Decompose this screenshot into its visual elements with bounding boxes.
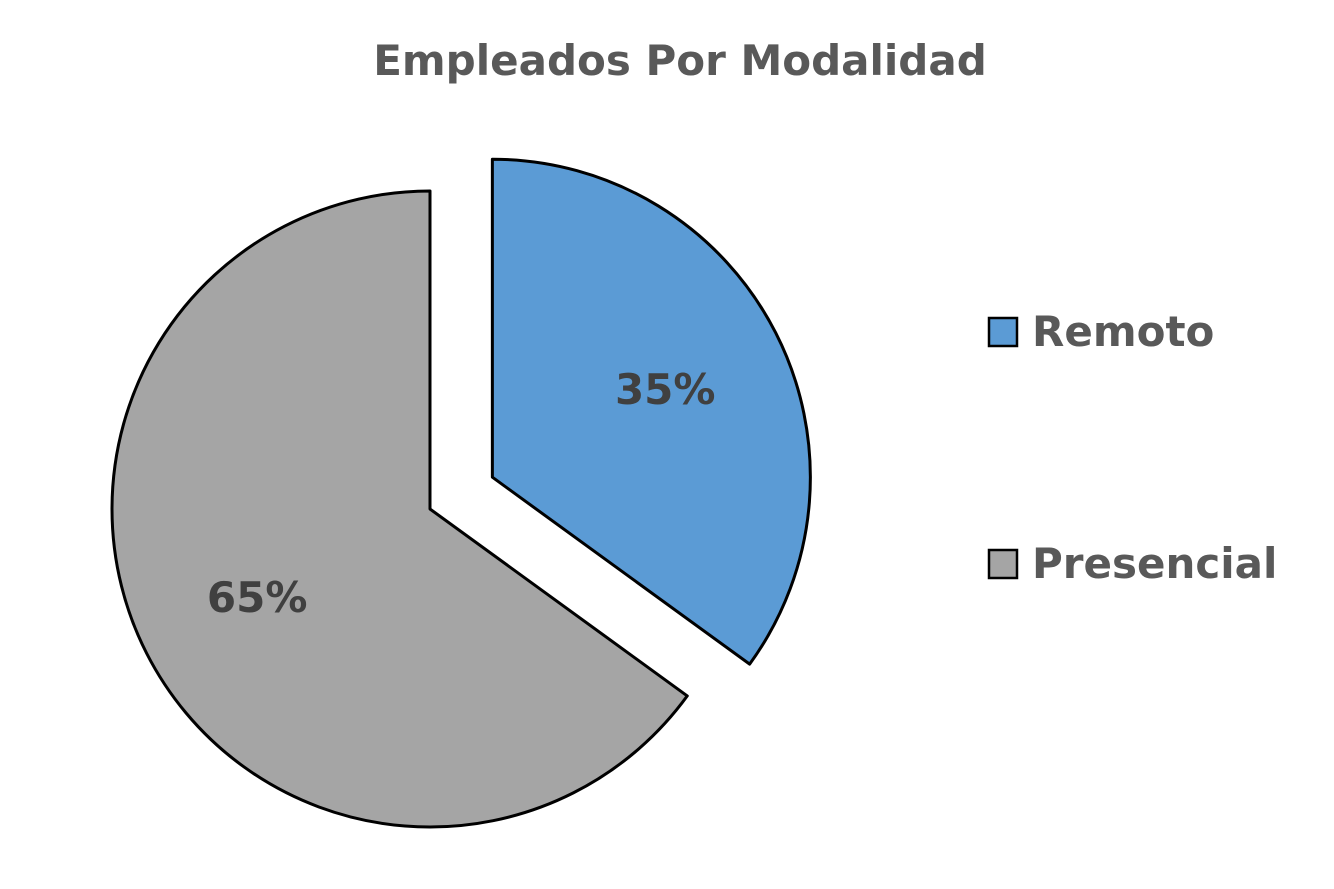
legend-swatch-remoto xyxy=(987,316,1019,348)
pie-slices xyxy=(110,157,812,829)
legend-label-remoto: Remoto xyxy=(1032,307,1214,356)
legend: Remoto Presencial xyxy=(987,307,1277,588)
pie-slice-presencial xyxy=(110,189,689,829)
chart-title: Empleados Por Modalidad xyxy=(373,36,987,85)
pie-slice-remoto xyxy=(490,157,812,666)
legend-label-presencial: Presencial xyxy=(1032,539,1277,588)
legend-swatch-presencial xyxy=(987,548,1019,580)
slice-labels: 35% 65% xyxy=(207,365,716,622)
slice-label-remoto: 35% xyxy=(615,365,716,414)
slice-label-presencial: 65% xyxy=(207,573,308,622)
